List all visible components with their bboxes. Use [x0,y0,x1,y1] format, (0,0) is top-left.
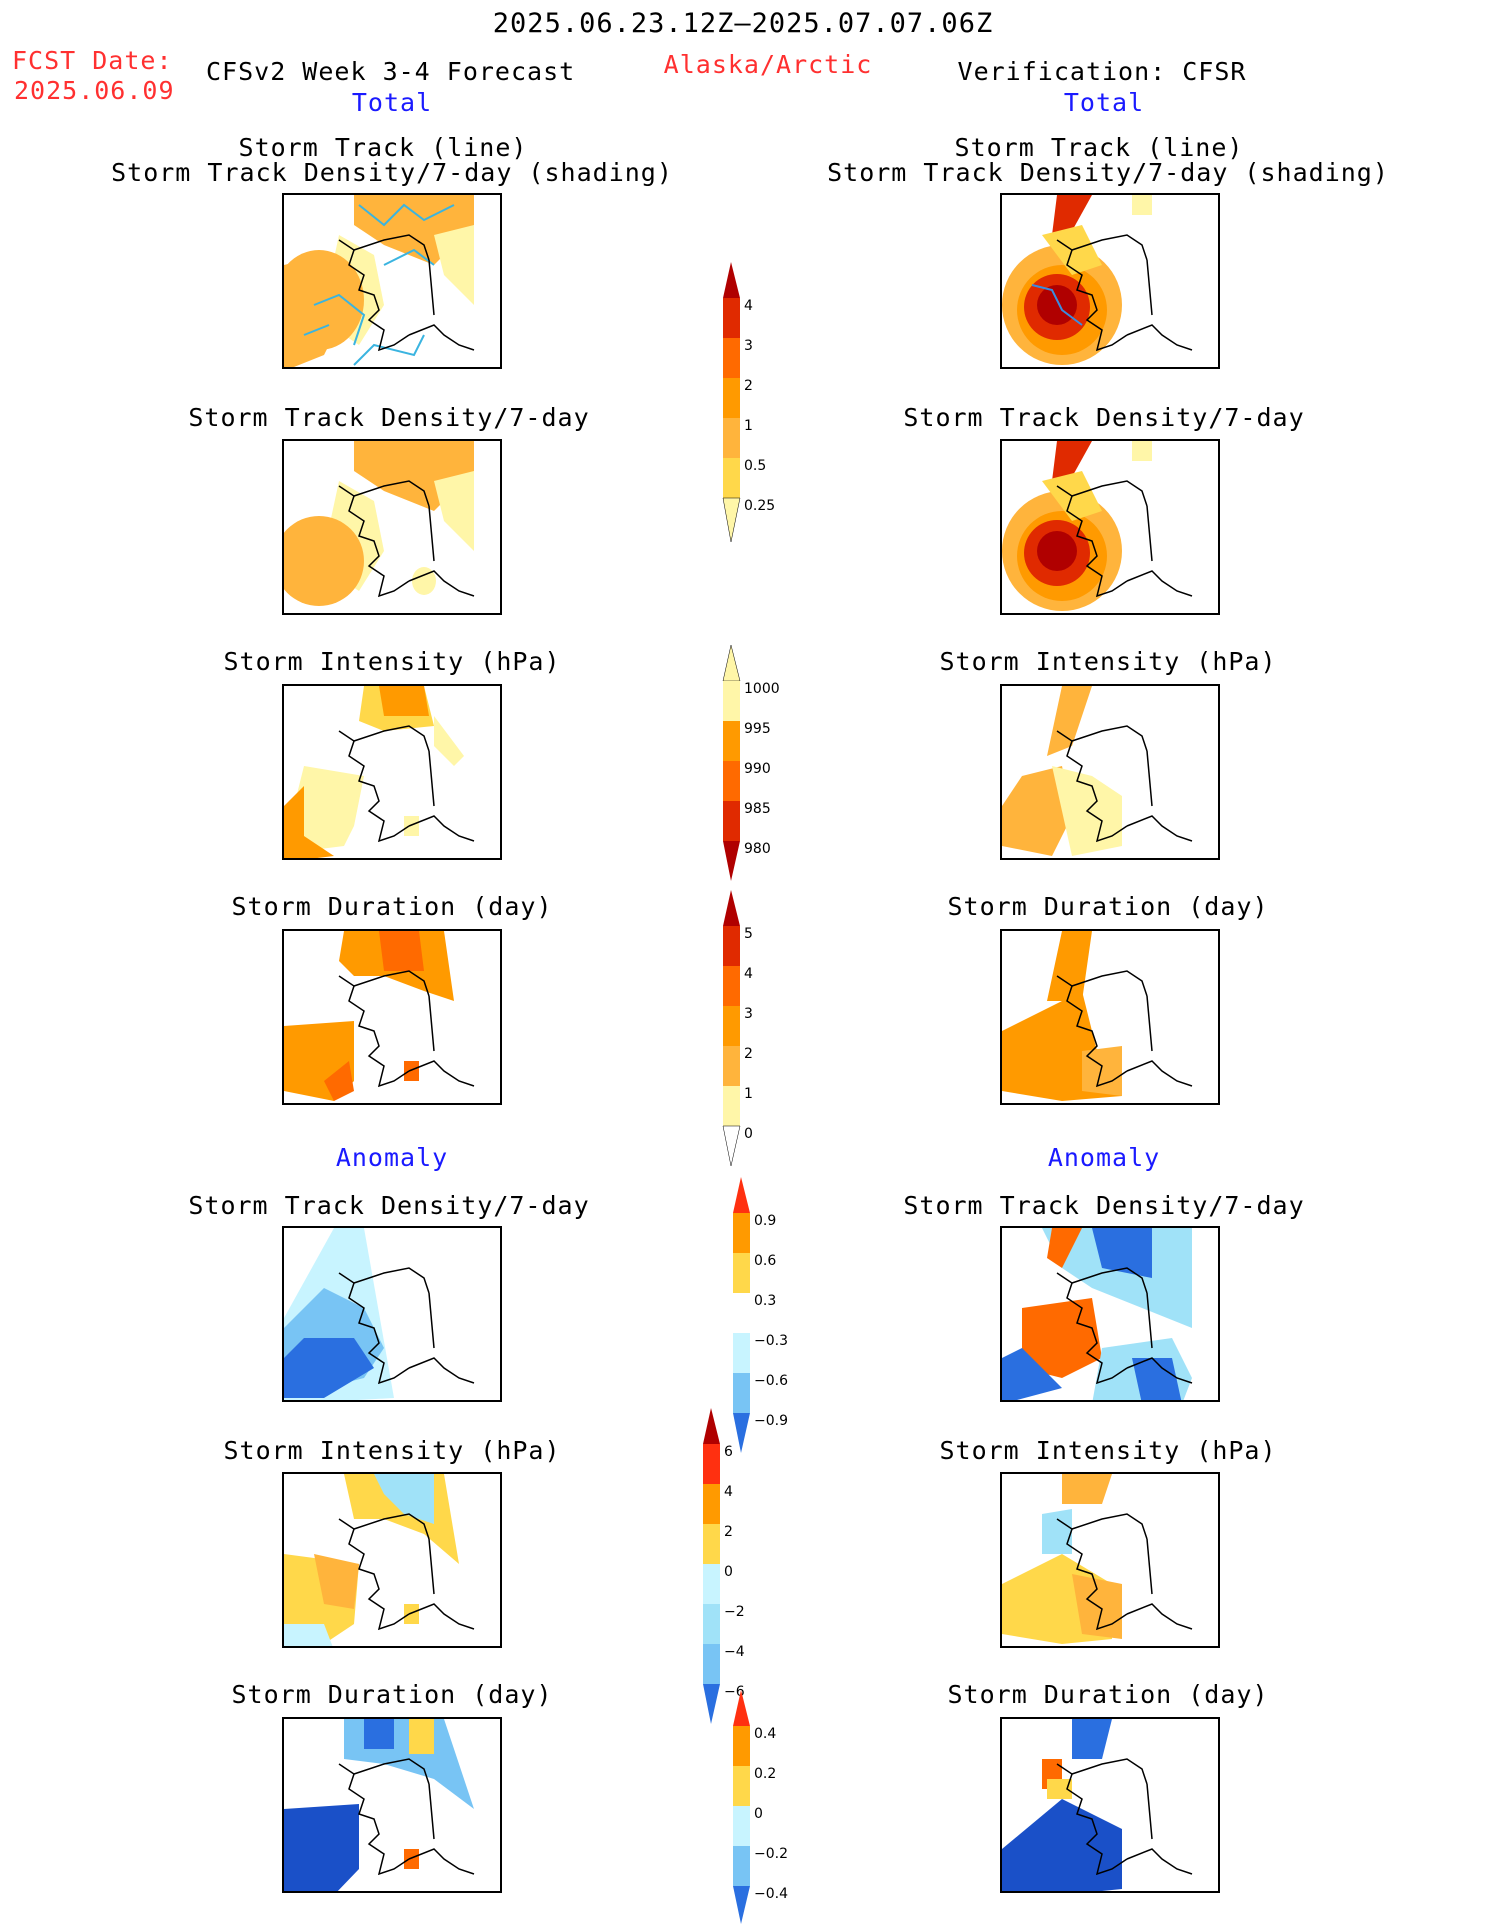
tick-label: −0.9 [754,1413,788,1429]
fcst-date-label: FCST Date: [12,46,173,75]
verification-title: Verification: CFSR [957,57,1247,86]
map-left-track [282,193,502,369]
tick-label: 0.2 [754,1766,776,1782]
left-intensity-title: Storm Intensity (hPa) [223,647,561,676]
right-duration-title: Storm Duration (day) [947,892,1269,921]
tick-label: 3 [744,338,753,354]
colorbar-duration-total: 0 1 2 3 4 5 [722,890,753,1167]
tick-label: −0.4 [754,1886,788,1902]
anomaly-label-left: Anomaly [335,1143,449,1172]
right-anom-duration-title: Storm Duration (day) [947,1680,1269,1709]
tick-label: 1 [744,1086,753,1102]
map-left-anom-density-svg [284,1228,475,1400]
map-left-anom-intensity-svg [284,1474,475,1646]
map-left-anom-duration [282,1717,502,1893]
tick-label: 2 [724,1524,733,1540]
tick-label: 0.9 [754,1213,776,1229]
colorbar-duration-anom: 0.4 0.2 0 −0.2 −0.4 [733,1690,788,1924]
tick-label: 4 [724,1484,733,1500]
tick-label: 995 [744,721,771,737]
tick-label: 4 [744,298,753,314]
left-duration-title: Storm Duration (day) [231,892,553,921]
tick-label: 2 [744,1046,753,1062]
map-right-anom-density [1000,1226,1220,1402]
total-label-left: Total [351,88,433,117]
right-density-title: Storm Track Density/7-day [903,403,1305,432]
right-track-line-title: Storm Track (line) [954,133,1244,162]
forecast-period: 2025.06.23.12Z–2025.07.07.06Z [492,8,994,39]
map-left-anom-density [282,1226,502,1402]
tick-label: 1000 [744,681,780,697]
anomaly-label-right: Anomaly [1047,1143,1161,1172]
forecast-title: CFSv2 Week 3-4 Forecast [206,57,576,86]
map-right-density [1000,439,1220,615]
map-left-intensity-svg [284,686,475,858]
tick-label: 0.25 [744,498,775,514]
colorbar-density-total: 0.25 0.5 1 2 3 4 [722,262,775,543]
map-left-duration [282,929,502,1105]
map-right-track-svg [1002,195,1193,365]
map-right-intensity [1000,684,1220,860]
total-label-right: Total [1063,88,1145,117]
tick-label: 0.6 [754,1253,776,1269]
right-intensity-title: Storm Intensity (hPa) [939,647,1277,676]
tick-label: 6 [724,1444,733,1460]
map-right-anom-duration [1000,1717,1220,1893]
fcst-date-value: 2025.06.09 [14,76,175,105]
colorbar-intensity-anom: 6 4 2 0 −2 −4 −6 [703,1408,745,1724]
map-right-anom-density-svg [1002,1228,1193,1400]
tick-label: 0 [744,1126,753,1142]
region-title: Alaska/Arctic [663,50,873,79]
left-anom-density-title: Storm Track Density/7-day [188,1191,590,1220]
map-right-anom-intensity-svg [1002,1474,1193,1644]
map-left-density [282,439,502,615]
map-left-density-svg [284,441,475,606]
tick-label: −2 [724,1604,745,1620]
map-left-intensity [282,684,502,860]
map-right-duration [1000,929,1220,1105]
tick-label: 990 [744,761,771,777]
map-right-anom-intensity [1000,1472,1220,1648]
tick-label: 2 [744,378,753,394]
right-anom-intensity-title: Storm Intensity (hPa) [939,1436,1277,1465]
tick-label: 0 [754,1806,763,1822]
tick-label: −6 [724,1684,745,1700]
map-left-track-svg [284,195,475,367]
map-right-anom-duration-svg [1002,1719,1193,1891]
tick-label: 0 [724,1564,733,1580]
tick-label: −0.3 [754,1333,788,1349]
tick-label: 0.3 [754,1293,776,1309]
tick-label: 3 [744,1006,753,1022]
shading [284,195,474,367]
map-right-density-svg [1002,441,1193,611]
tick-label: −4 [724,1644,745,1660]
map-right-intensity-svg [1002,686,1193,856]
left-anom-intensity-title: Storm Intensity (hPa) [223,1436,561,1465]
tick-label: 0.4 [754,1726,776,1742]
tick-label: 1 [744,418,753,434]
tick-label: −0.2 [754,1846,788,1862]
right-track-shading-title: Storm Track Density/7-day (shading) [827,158,1389,187]
left-track-shading-title: Storm Track Density/7-day (shading) [111,158,673,187]
tick-label: 980 [744,841,771,857]
tick-label: 4 [744,966,753,982]
tick-label: 985 [744,801,771,817]
map-right-duration-svg [1002,931,1193,1101]
left-density-title: Storm Track Density/7-day [188,403,590,432]
colorbar-density-anom: 0.9 0.6 0.3 −0.3 −0.6 −0.9 [733,1177,788,1453]
map-right-track [1000,193,1220,369]
map-left-anom-intensity [282,1472,502,1648]
left-anom-duration-title: Storm Duration (day) [231,1680,553,1709]
left-track-line-title: Storm Track (line) [238,133,528,162]
tick-label: −0.6 [754,1373,788,1389]
colorbar-intensity-total: 1000 995 990 985 980 [722,645,780,881]
right-anom-density-title: Storm Track Density/7-day [903,1191,1305,1220]
tick-label: 5 [744,926,753,942]
map-left-duration-svg [284,931,475,1101]
tick-label: 0.5 [744,458,766,474]
map-left-anom-duration-svg [284,1719,475,1891]
